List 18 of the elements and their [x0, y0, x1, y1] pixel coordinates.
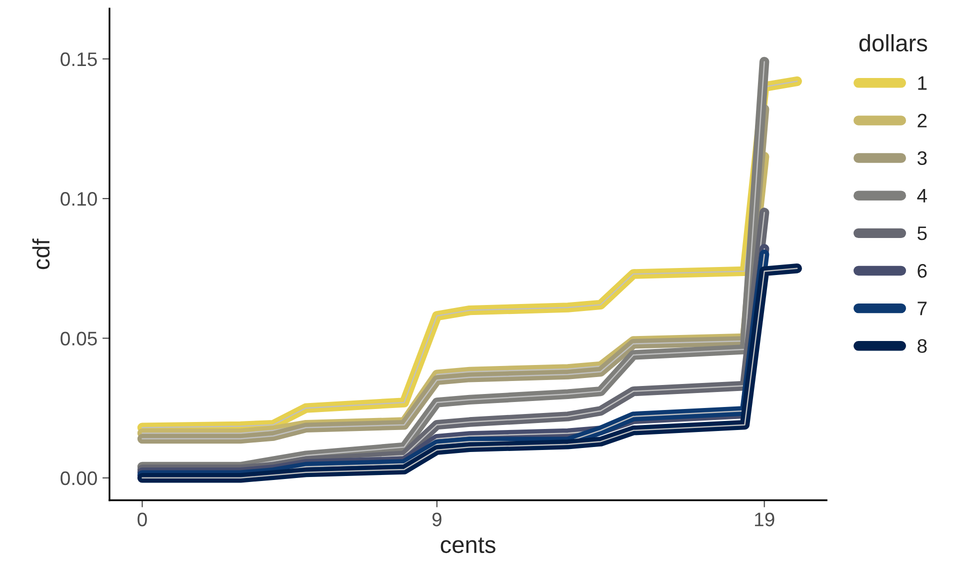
- y-tick-label: 0.05: [60, 332, 97, 346]
- legend-label: 1: [918, 76, 927, 90]
- legend-title: dollars: [859, 34, 928, 52]
- legend-label: 5: [918, 226, 927, 240]
- y-tick-label: 0.15: [60, 52, 97, 66]
- legend-label: 7: [918, 302, 927, 316]
- x-tick-label: 9: [432, 512, 442, 526]
- x-tick-label: 19: [755, 512, 774, 526]
- legend-label: 6: [918, 264, 927, 278]
- legend-label: 3: [917, 151, 927, 166]
- y-tick-label: 0.00: [60, 471, 97, 486]
- legend-label: 4: [917, 189, 927, 202]
- y-tick-label: 0.10: [60, 192, 97, 206]
- x-tick-label: 0: [138, 512, 147, 526]
- legend-label: 2: [918, 114, 927, 128]
- y-axis-title: cdf: [32, 238, 50, 270]
- x-axis-title: cents: [440, 538, 496, 554]
- legend-label: 8: [918, 339, 927, 353]
